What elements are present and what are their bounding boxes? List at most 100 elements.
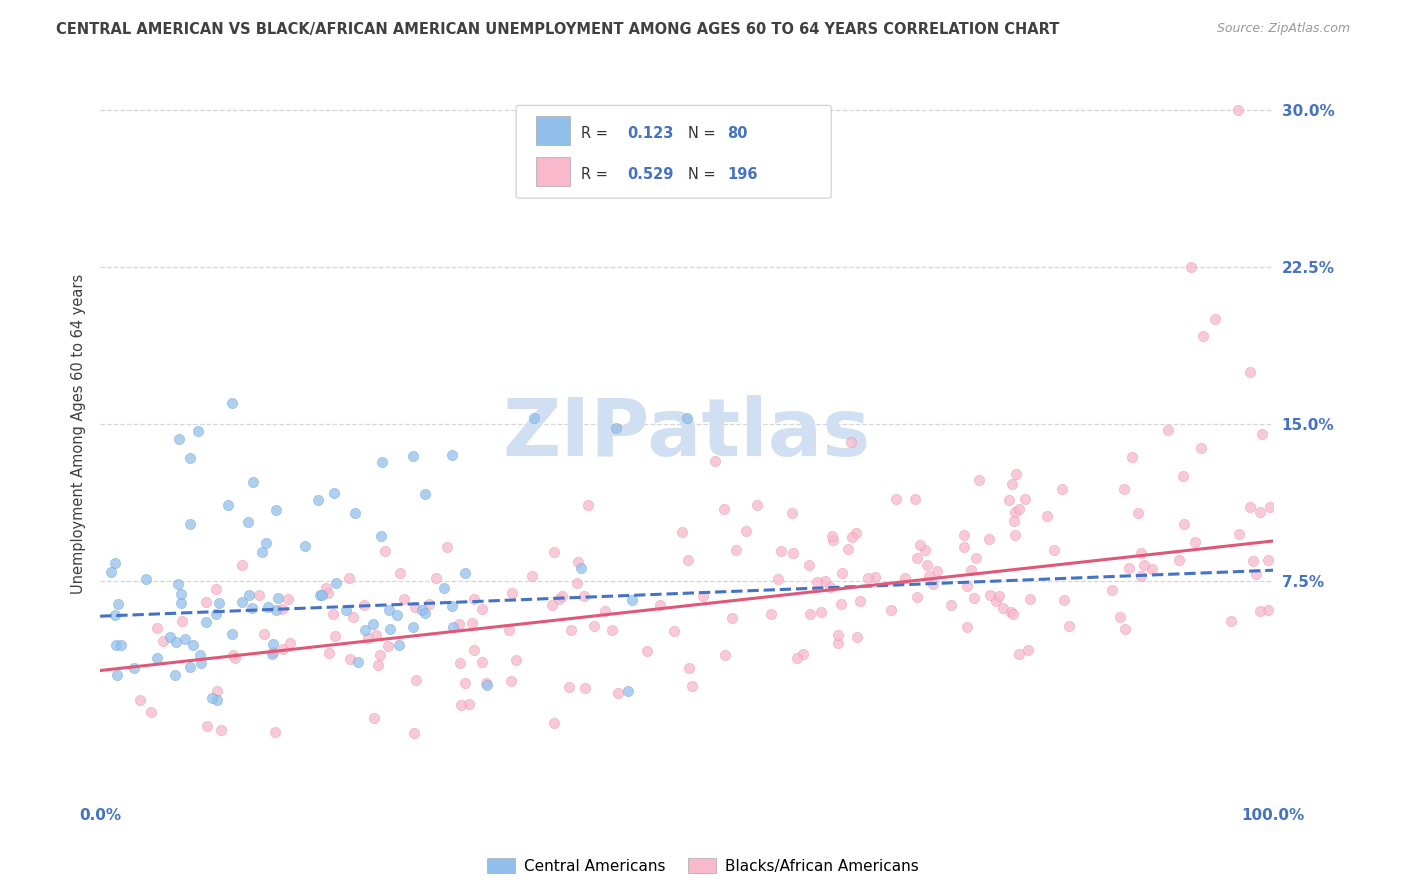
- Point: [977, 533, 1000, 547]
- Point: [231, 595, 253, 609]
- Point: [170, 614, 193, 628]
- Point: [170, 596, 193, 610]
- Point: [207, 693, 229, 707]
- Point: [238, 587, 260, 601]
- Point: [122, 661, 145, 675]
- Point: [335, 603, 357, 617]
- Point: [454, 566, 477, 580]
- Text: R =: R =: [581, 127, 613, 142]
- Point: [721, 610, 744, 624]
- Point: [600, 623, 623, 637]
- Point: [831, 566, 853, 580]
- Point: [1019, 592, 1042, 607]
- Point: [357, 631, 380, 645]
- Point: [271, 602, 294, 616]
- Point: [247, 588, 270, 602]
- Point: [461, 615, 484, 630]
- Point: [821, 533, 844, 547]
- Point: [170, 587, 193, 601]
- Point: [821, 529, 844, 543]
- Point: [100, 565, 122, 579]
- Point: [1258, 500, 1281, 514]
- Point: [725, 543, 748, 558]
- Point: [205, 607, 228, 621]
- Point: [260, 648, 283, 662]
- Point: [1239, 365, 1261, 379]
- Point: [1004, 505, 1026, 519]
- Point: [543, 545, 565, 559]
- Point: [152, 634, 174, 648]
- Point: [1257, 603, 1279, 617]
- Point: [1257, 552, 1279, 566]
- Point: [846, 630, 869, 644]
- Point: [593, 604, 616, 618]
- Point: [557, 680, 579, 694]
- Point: [827, 635, 849, 649]
- FancyBboxPatch shape: [536, 157, 569, 186]
- Point: [1220, 614, 1243, 628]
- Point: [997, 492, 1019, 507]
- Point: [231, 558, 253, 573]
- Point: [179, 516, 201, 531]
- Point: [264, 503, 287, 517]
- Point: [181, 638, 204, 652]
- Point: [1129, 546, 1152, 560]
- Text: N =: N =: [688, 127, 720, 142]
- Point: [195, 595, 218, 609]
- Text: 0.529: 0.529: [627, 168, 673, 183]
- Point: [956, 620, 979, 634]
- Point: [342, 610, 364, 624]
- Point: [449, 616, 471, 631]
- Text: R =: R =: [581, 168, 613, 183]
- Point: [1014, 491, 1036, 506]
- Point: [915, 558, 938, 572]
- Point: [280, 636, 302, 650]
- Point: [704, 454, 727, 468]
- Point: [636, 644, 658, 658]
- Point: [547, 592, 569, 607]
- Point: [224, 650, 246, 665]
- Point: [675, 410, 697, 425]
- Point: [337, 571, 360, 585]
- Point: [471, 655, 494, 669]
- Point: [953, 541, 976, 555]
- Point: [565, 576, 588, 591]
- Point: [354, 624, 377, 638]
- Point: [405, 673, 427, 687]
- Point: [797, 558, 820, 572]
- Point: [377, 639, 399, 653]
- Point: [894, 571, 917, 585]
- Point: [1008, 501, 1031, 516]
- Point: [242, 475, 264, 490]
- Point: [454, 676, 477, 690]
- Point: [471, 602, 494, 616]
- Point: [501, 586, 523, 600]
- Point: [845, 525, 868, 540]
- Text: CENTRAL AMERICAN VS BLACK/AFRICAN AMERICAN UNEMPLOYMENT AMONG AGES 60 TO 64 YEAR: CENTRAL AMERICAN VS BLACK/AFRICAN AMERIC…: [56, 22, 1060, 37]
- Point: [837, 542, 859, 557]
- Point: [441, 599, 464, 613]
- Point: [799, 607, 821, 622]
- Point: [205, 582, 228, 596]
- Point: [671, 525, 693, 540]
- Point: [450, 698, 472, 712]
- Y-axis label: Unemployment Among Ages 60 to 64 years: Unemployment Among Ages 60 to 64 years: [72, 274, 86, 594]
- Point: [361, 616, 384, 631]
- Point: [1129, 569, 1152, 583]
- Point: [1241, 554, 1264, 568]
- Point: [605, 421, 627, 435]
- Point: [865, 569, 887, 583]
- Point: [135, 572, 157, 586]
- Point: [1109, 609, 1132, 624]
- Point: [311, 588, 333, 602]
- Point: [1002, 514, 1025, 528]
- Point: [560, 624, 582, 638]
- Point: [425, 571, 447, 585]
- Point: [574, 681, 596, 695]
- Point: [617, 684, 640, 698]
- Point: [621, 593, 644, 607]
- Point: [880, 603, 903, 617]
- Point: [768, 572, 790, 586]
- Point: [956, 579, 979, 593]
- Point: [960, 563, 983, 577]
